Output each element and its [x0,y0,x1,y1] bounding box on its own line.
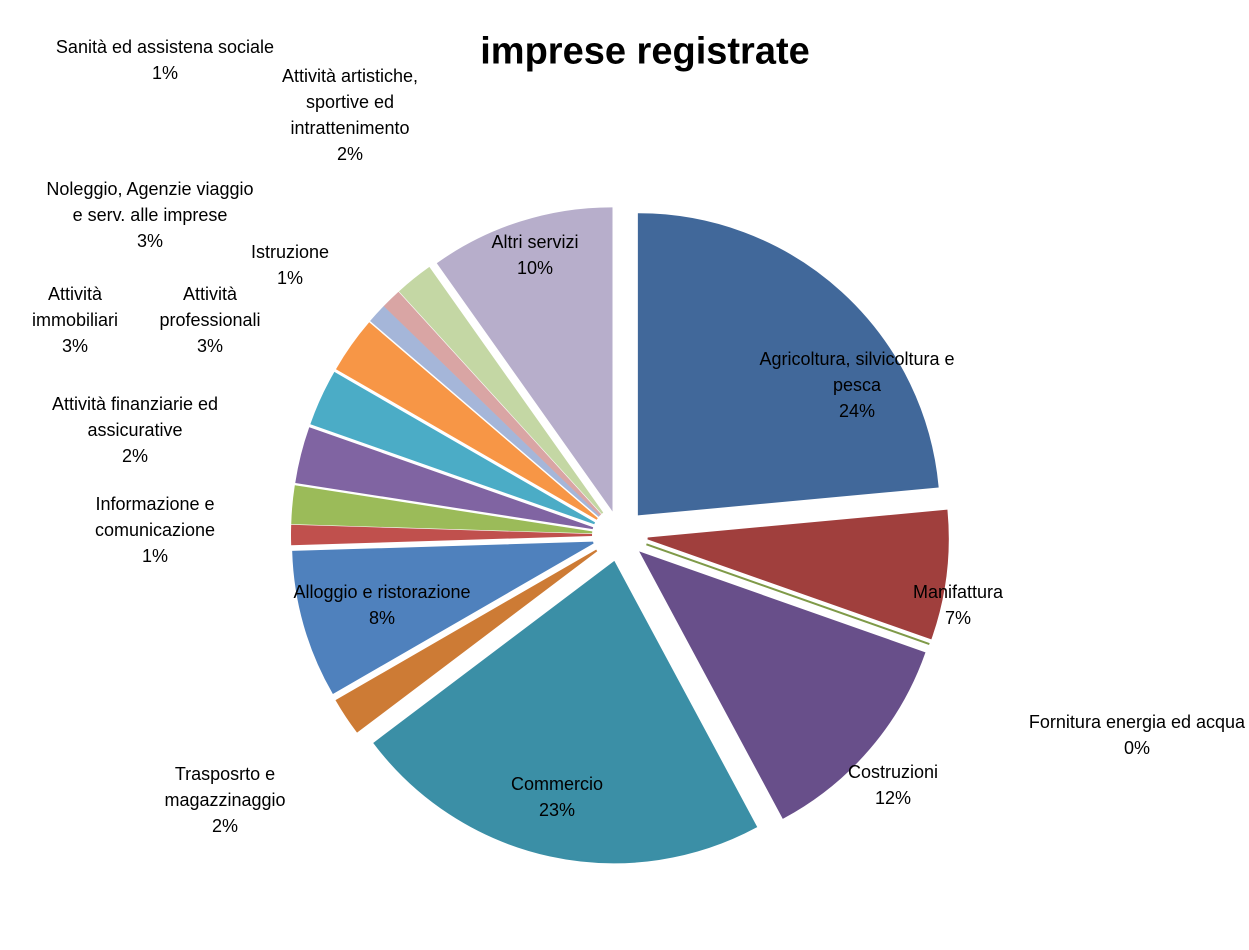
pie-slice [398,266,604,514]
slice-label: Trasposrto e magazzinaggio 2% [135,761,315,839]
slice-value: 2% [336,144,363,164]
slice-label: Attività immobiliari 3% [20,281,130,359]
pie-slice [292,541,594,695]
pie-slice [639,551,926,819]
slice-category: Alloggio e ristorazione [293,582,471,602]
pie-slice [383,291,602,516]
slice-category: Agricoltura, silvicoltura e pesca [759,349,955,395]
slice-label: Manifattura 7% [883,579,1033,631]
slice-label: Sanità ed assistena sociale 1% [50,34,280,86]
slice-label: Agricoltura, silvicoltura e pesca 24% [742,346,972,424]
slice-category: Attività artistiche, sportive ed intratt… [281,66,419,138]
slice-label: Costruzioni 12% [818,759,968,811]
slice-category: Fornitura energia ed acqua [1028,712,1246,732]
slice-category: Attività immobiliari [31,284,118,330]
slice-label: Commercio 23% [482,771,632,823]
pie-slice [637,213,939,516]
slice-value: 10% [516,258,554,278]
slice-category: Trasposrto e magazzinaggio [164,764,286,810]
slice-value: 2% [121,446,148,466]
slice-label: Attività professionali 3% [140,281,280,359]
slice-value: 3% [136,231,163,251]
pie-slice [335,549,598,733]
slice-category: Istruzione [250,242,330,262]
slice-category: Noleggio, Agenzie viaggio e serv. alle i… [46,179,254,225]
pie-slice [290,524,593,546]
slice-value: 1% [141,546,168,566]
slice-label: Informazione e comunicazione 1% [65,491,245,569]
slice-label: Fornitura energia ed acqua 0% [1022,709,1249,761]
pie-slice [436,207,613,512]
slice-category: Altri servizi [491,232,579,252]
slice-category: Informazione e comunicazione [94,494,216,540]
slice-value: 24% [838,401,876,421]
slice-label: Attività finanziarie ed assicurative 2% [5,391,265,469]
slice-value: 0% [1123,738,1150,758]
slice-label: Altri servizi 10% [460,229,610,281]
pie-slice [335,322,598,520]
slice-value: 7% [944,608,971,628]
slice-value: 1% [276,268,303,288]
slice-label: Alloggio e ristorazione 8% [257,579,507,631]
pie-slice [291,485,593,534]
pie-slice [647,509,949,640]
slice-category: Commercio [510,774,603,794]
slice-category: Sanità ed assistena sociale [55,37,275,57]
slice-value: 8% [368,608,395,628]
slice-value: 3% [61,336,88,356]
slice-value: 23% [538,800,576,820]
pie-slice [310,371,596,525]
slice-category: Attività finanziarie ed assicurative [51,394,219,440]
slice-value: 1% [151,63,178,83]
slice-value: 2% [211,816,238,836]
pie-slice [370,305,601,517]
pie-slice [373,560,758,864]
chart-title: imprese registrate [480,30,810,73]
slice-category: Costruzioni [847,762,939,782]
slice-value: 12% [874,788,912,808]
slice-category: Attività professionali [159,284,261,330]
slice-category: Manifattura [912,582,1004,602]
slice-label: Attività artistiche, sportive ed intratt… [255,63,445,167]
slice-label: Noleggio, Agenzie viaggio e serv. alle i… [40,176,260,254]
pie-slice [295,427,594,530]
slice-value: 3% [196,336,223,356]
slice-label: Istruzione 1% [225,239,355,291]
